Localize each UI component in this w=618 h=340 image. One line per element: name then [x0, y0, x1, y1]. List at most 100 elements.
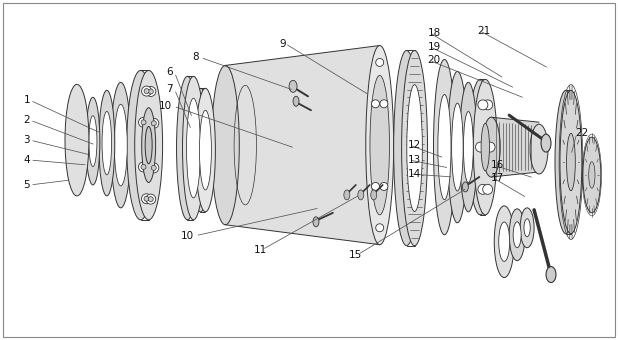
Text: 4: 4: [23, 155, 30, 165]
Text: 8: 8: [192, 52, 198, 63]
Ellipse shape: [313, 217, 319, 227]
Circle shape: [149, 118, 159, 128]
Ellipse shape: [89, 116, 97, 167]
Ellipse shape: [371, 190, 377, 200]
Ellipse shape: [567, 133, 575, 191]
Ellipse shape: [433, 59, 455, 235]
Text: 17: 17: [491, 173, 504, 183]
Ellipse shape: [289, 80, 297, 92]
Circle shape: [475, 142, 486, 152]
Circle shape: [151, 165, 156, 170]
Ellipse shape: [468, 79, 493, 215]
Ellipse shape: [481, 123, 489, 171]
Text: 18: 18: [428, 28, 441, 37]
Text: 22: 22: [575, 128, 588, 138]
Circle shape: [146, 194, 156, 204]
Ellipse shape: [145, 126, 152, 164]
Ellipse shape: [177, 76, 198, 220]
Text: 19: 19: [428, 41, 441, 51]
Circle shape: [151, 121, 156, 126]
Text: 13: 13: [408, 155, 421, 165]
Text: 15: 15: [349, 250, 362, 260]
Circle shape: [138, 162, 148, 172]
Text: 3: 3: [23, 135, 30, 145]
Ellipse shape: [583, 137, 601, 213]
Circle shape: [485, 142, 495, 152]
Ellipse shape: [211, 65, 239, 225]
Ellipse shape: [541, 134, 551, 152]
Ellipse shape: [499, 222, 510, 261]
Circle shape: [142, 86, 151, 96]
Ellipse shape: [370, 75, 389, 215]
Ellipse shape: [182, 76, 205, 220]
Ellipse shape: [366, 46, 394, 245]
Ellipse shape: [65, 84, 89, 196]
Ellipse shape: [520, 208, 534, 248]
Text: 20: 20: [428, 55, 441, 65]
Circle shape: [478, 184, 488, 194]
Ellipse shape: [293, 96, 299, 106]
Ellipse shape: [402, 51, 428, 246]
Ellipse shape: [530, 124, 548, 174]
Circle shape: [141, 165, 146, 169]
Ellipse shape: [114, 104, 127, 186]
Ellipse shape: [452, 103, 463, 191]
Circle shape: [380, 183, 388, 190]
Ellipse shape: [111, 82, 131, 208]
Ellipse shape: [394, 51, 420, 246]
Ellipse shape: [464, 112, 473, 183]
Ellipse shape: [195, 88, 216, 212]
Circle shape: [376, 58, 384, 66]
Circle shape: [144, 196, 149, 201]
Ellipse shape: [187, 98, 200, 198]
Circle shape: [148, 89, 153, 94]
Ellipse shape: [459, 82, 477, 212]
Ellipse shape: [473, 79, 497, 215]
Ellipse shape: [102, 112, 112, 175]
Ellipse shape: [513, 222, 521, 248]
Circle shape: [148, 197, 153, 202]
Ellipse shape: [494, 206, 514, 277]
Circle shape: [380, 100, 388, 108]
Circle shape: [376, 224, 384, 232]
Text: 11: 11: [253, 245, 267, 255]
Ellipse shape: [482, 117, 500, 177]
Text: 6: 6: [166, 67, 172, 78]
Text: 16: 16: [491, 160, 504, 170]
Text: 2: 2: [23, 115, 30, 125]
Circle shape: [478, 100, 488, 110]
Circle shape: [483, 100, 493, 110]
Circle shape: [371, 183, 379, 190]
Text: 1: 1: [23, 95, 30, 105]
Text: 10: 10: [180, 231, 193, 241]
Circle shape: [483, 184, 493, 194]
Circle shape: [146, 86, 156, 97]
Text: 14: 14: [408, 169, 421, 179]
Ellipse shape: [72, 118, 82, 163]
Ellipse shape: [462, 182, 468, 192]
Ellipse shape: [509, 209, 525, 261]
Ellipse shape: [447, 71, 467, 223]
Text: 9: 9: [280, 38, 286, 49]
Text: 21: 21: [477, 26, 491, 36]
Ellipse shape: [524, 219, 530, 237]
Circle shape: [142, 194, 151, 204]
Text: 7: 7: [166, 84, 172, 94]
Ellipse shape: [99, 90, 115, 196]
Ellipse shape: [438, 95, 451, 200]
Text: 5: 5: [23, 180, 30, 190]
Ellipse shape: [86, 97, 100, 185]
Ellipse shape: [407, 85, 422, 211]
Circle shape: [149, 163, 159, 173]
Circle shape: [138, 117, 148, 127]
Ellipse shape: [142, 108, 156, 183]
Circle shape: [371, 100, 379, 108]
Circle shape: [144, 89, 149, 94]
Ellipse shape: [546, 267, 556, 283]
Ellipse shape: [190, 88, 210, 212]
Text: 12: 12: [408, 140, 421, 150]
Ellipse shape: [127, 70, 154, 220]
Ellipse shape: [358, 190, 364, 200]
Polygon shape: [226, 46, 379, 245]
Ellipse shape: [560, 90, 582, 234]
